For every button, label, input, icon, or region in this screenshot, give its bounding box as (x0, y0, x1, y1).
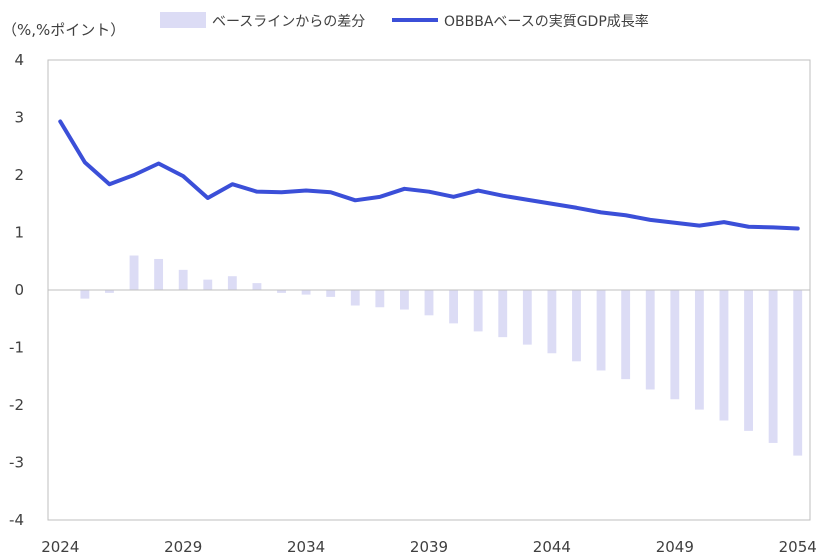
bar-diff-2052 (744, 290, 753, 431)
bar-diff-2033 (277, 290, 286, 293)
bar-diff-2049 (670, 290, 680, 400)
legend-label-bar: ベースラインからの差分 (212, 14, 365, 30)
legend-label-line: OBBBAベースの実質GDP成長率 (444, 13, 649, 30)
x-tick-label: 2034 (287, 538, 325, 556)
bar-diff-2047 (621, 290, 631, 380)
y-tick-label: -3 (9, 454, 24, 472)
bar-diff-2028 (154, 258, 164, 290)
bar-diff-2048 (645, 290, 655, 390)
bar-diff-2044 (547, 290, 557, 354)
bar-diff-2041 (473, 290, 483, 332)
y-tick-label: 4 (14, 51, 24, 69)
line-gdp-growth (58, 119, 800, 231)
bar-diff-2040 (449, 290, 459, 324)
y-tick-label: 1 (14, 224, 24, 242)
bar-diff-2039 (424, 290, 434, 316)
bar-diff-2043 (522, 290, 532, 345)
bar-diff-2030 (203, 279, 213, 290)
legend-swatch-bar (160, 12, 206, 28)
bar-diff-2051 (719, 290, 729, 421)
bar-diff-2045 (572, 290, 581, 362)
bar-diff-2050 (694, 290, 704, 410)
bar-diff-2027 (129, 255, 139, 290)
y-tick-label: 2 (14, 166, 24, 184)
y-axis-unit-label: （%,%ポイント） (2, 21, 125, 39)
x-tick-label: 2054 (779, 538, 817, 556)
x-tick-label: 2039 (410, 538, 448, 556)
bar-diff-2034 (301, 290, 311, 295)
bar-diff-2042 (498, 290, 508, 338)
bar-diff-2054 (793, 290, 803, 456)
bar-diff-2038 (399, 290, 409, 310)
bar-diff-2037 (375, 290, 385, 308)
y-tick-label: 3 (14, 109, 24, 127)
x-tick-label: 2029 (164, 538, 202, 556)
bar-diff-2036 (350, 290, 360, 306)
bar-diff-2029 (178, 269, 188, 290)
bar-diff-2032 (252, 283, 262, 290)
y-tick-label: -2 (9, 396, 24, 414)
x-tick-label: 2049 (656, 538, 694, 556)
x-tick-label: 2044 (533, 538, 571, 556)
y-tick-label: 0 (14, 281, 24, 299)
bar-diff-2053 (768, 290, 778, 443)
y-tick-label: -4 (9, 511, 24, 529)
bar-diff-2046 (596, 290, 606, 371)
legend: ベースラインからの差分 OBBBAベースの実質GDP成長率 (160, 12, 649, 30)
bar-diff-2026 (105, 290, 114, 293)
bar-diff-2031 (227, 276, 237, 290)
x-tick-label: 2024 (41, 538, 79, 556)
bar-diff-2035 (326, 290, 336, 297)
y-tick-label: -1 (9, 339, 24, 357)
bar-diff-2025 (80, 290, 90, 299)
